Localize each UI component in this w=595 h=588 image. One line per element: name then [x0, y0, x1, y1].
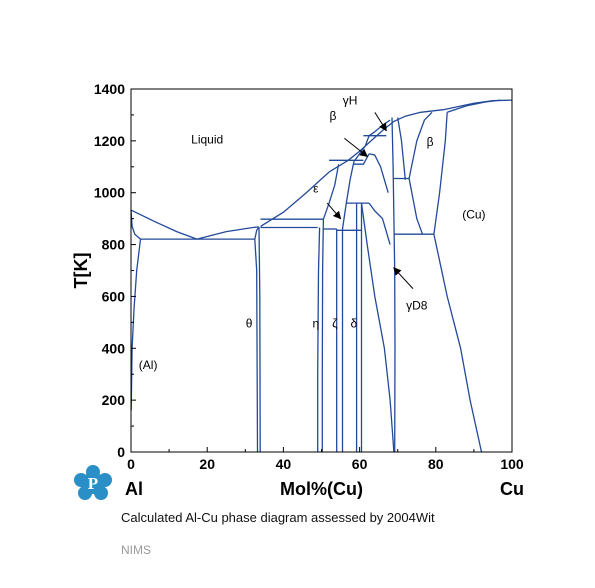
boundary-gammaD8-left	[360, 203, 395, 453]
boundary-beta-left-mid	[353, 131, 376, 162]
phase-label: β	[427, 135, 434, 149]
x-axis-right-element-label: Cu	[500, 479, 524, 499]
boundary-epsilon-to-beta	[353, 153, 370, 165]
phase-label: β	[329, 109, 336, 123]
x-tick-label: 100	[500, 456, 524, 472]
phase-label: γD8	[406, 298, 428, 312]
phase-label: ζ	[332, 317, 338, 331]
x-axis-left-element-label: Al	[125, 479, 143, 499]
boundary-liquidus-theta	[196, 226, 259, 240]
boundary-gammaD8-right	[391, 117, 396, 453]
x-tick-label: 40	[276, 456, 292, 472]
x-axis-ticks: 0 20 40 60 80 100	[127, 447, 524, 472]
x-tick-label: 20	[199, 456, 215, 472]
annotation-arrows	[326, 112, 414, 289]
boundary-theta-right	[258, 226, 261, 453]
logo-center	[82, 472, 104, 494]
annotation-arrow	[374, 112, 387, 132]
y-tick-label: 1000	[94, 185, 125, 201]
y-tick-label: 1400	[94, 81, 125, 97]
x-axis-label: Mol%(Cu)	[280, 479, 363, 499]
phase-label: (Cu)	[462, 208, 485, 222]
organization-label: NIMS	[121, 543, 151, 557]
y-tick-label: 200	[102, 392, 126, 408]
nims-logo-icon: P	[74, 465, 112, 500]
y-tick-label: 400	[102, 340, 126, 356]
x-tick-label: 60	[352, 456, 368, 472]
boundary-epsilon-left	[322, 164, 340, 220]
phase-label: θ	[246, 317, 253, 331]
boundary-theta-cap	[254, 226, 260, 240]
boundary-beta-high-right	[433, 112, 448, 235]
boundary-cu-solvus	[433, 234, 483, 453]
phase-label: Liquid	[191, 132, 223, 146]
boundary-epsilon-right	[341, 161, 355, 230]
boundary-eta-left	[317, 227, 321, 452]
y-axis-ticks: 0 200 400 600 800 1000 1200 1400	[94, 81, 136, 460]
annotation-arrow	[344, 137, 369, 158]
phase-label: ε	[313, 182, 319, 196]
boundary-liquidus-al-side	[130, 209, 198, 240]
boundary-gammaH-bottom	[368, 202, 391, 245]
phase-label: (Al)	[139, 358, 158, 372]
phase-label: η	[312, 317, 319, 331]
phase-label: δ	[351, 317, 358, 331]
plot-frame	[130, 88, 513, 453]
boundary-beta-gammaH	[368, 153, 389, 193]
x-tick-label: 80	[428, 456, 444, 472]
y-tick-label: 600	[102, 288, 126, 304]
boundary-al-solvus	[130, 239, 142, 411]
boundary-theta-left	[254, 239, 259, 453]
boundary-beta-cu-left	[408, 111, 433, 179]
phase-label: γH	[343, 94, 358, 108]
x-tick-label: 0	[127, 456, 135, 472]
boundary-eta-right	[321, 219, 325, 452]
y-tick-label: 0	[117, 444, 125, 460]
boundary-solidus-cu	[446, 99, 501, 113]
boundary-gammaH-right	[397, 117, 406, 180]
y-axis-label: T[K]	[71, 253, 91, 289]
boundary-beta-cu-right	[408, 178, 424, 235]
phase-boundaries	[130, 99, 513, 453]
logo-letter: P	[88, 474, 98, 493]
annotation-arrow	[393, 267, 414, 289]
y-tick-label: 1200	[94, 133, 125, 149]
chart-caption: Calculated Al-Cu phase diagram assessed …	[121, 510, 435, 525]
annotation-arrow	[326, 202, 342, 220]
y-tick-label: 800	[102, 237, 126, 253]
